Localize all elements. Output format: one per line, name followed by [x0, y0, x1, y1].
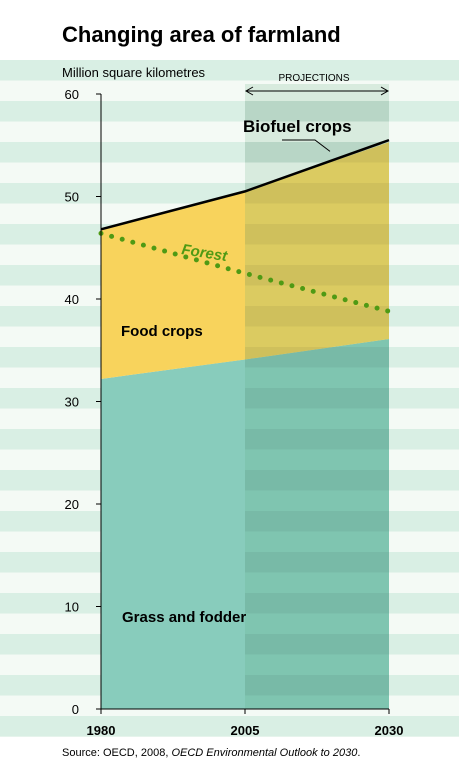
- projection-stripe: [245, 306, 389, 327]
- y-tick-label: 60: [65, 87, 79, 102]
- area-food-crops: [101, 142, 389, 379]
- y-tick-label: 50: [65, 190, 79, 205]
- background-stripe: [0, 121, 459, 143]
- projections-label: PROJECTIONS: [278, 73, 349, 84]
- source-title: OECD Environmental Outlook to 2030: [171, 747, 358, 759]
- footer-band: [0, 737, 459, 768]
- series-label-grass-and-fodder: Grass and fodder: [122, 609, 246, 626]
- area-grass-and-fodder: [101, 338, 389, 709]
- projection-arrowhead-right: [380, 86, 390, 96]
- background-stripe: [0, 716, 459, 737]
- projection-stripe: [245, 183, 389, 204]
- y-tick-label: 30: [65, 395, 79, 410]
- projection-stripe: [245, 429, 389, 450]
- projection-stripe: [245, 224, 389, 245]
- projection-stripe: [245, 593, 389, 614]
- y-tick-label: 40: [65, 292, 79, 307]
- projection-arrowhead-left: [244, 86, 254, 96]
- projection-stripe: [245, 101, 389, 122]
- source-note: Source: OECD, 2008, OECD Environmental O…: [62, 747, 360, 759]
- projection-stripe: [245, 511, 389, 532]
- background-stripe: [0, 162, 459, 184]
- chart-title: Changing area of farmland: [62, 22, 341, 47]
- background-stripe: [0, 80, 459, 102]
- projection-stripe: [245, 388, 389, 409]
- biofuel-leader-line: [282, 139, 331, 152]
- source-suffix: .: [357, 747, 360, 759]
- y-axis-label: Million square kilometres: [62, 65, 206, 80]
- projection-stripe: [245, 552, 389, 573]
- projection-stripe: [245, 470, 389, 491]
- background-stripe: [0, 101, 459, 122]
- y-tick-label: 10: [65, 600, 79, 615]
- line-biofuel-crops: [100, 138, 390, 231]
- title-band: [0, 0, 459, 60]
- series-label-food-crops: Food crops: [121, 323, 203, 340]
- y-tick-label: 0: [72, 702, 79, 717]
- projection-stripe: [245, 347, 389, 368]
- x-tick-label: 1980: [87, 723, 116, 738]
- source-prefix: Source: OECD, 2008,: [62, 747, 171, 759]
- projection-stripe: [245, 265, 389, 286]
- projection-stripe: [245, 634, 389, 655]
- background-stripe: [0, 142, 459, 163]
- projection-shade: [245, 84, 389, 709]
- series-label-biofuel-crops: Biofuel crops: [243, 117, 352, 136]
- x-tick-label: 2005: [231, 723, 260, 738]
- projection-stripe: [245, 675, 389, 696]
- y-tick-label: 20: [65, 497, 79, 512]
- background-stripe: [0, 60, 459, 81]
- x-tick-label: 2030: [375, 723, 404, 738]
- projection-stripe: [245, 142, 389, 163]
